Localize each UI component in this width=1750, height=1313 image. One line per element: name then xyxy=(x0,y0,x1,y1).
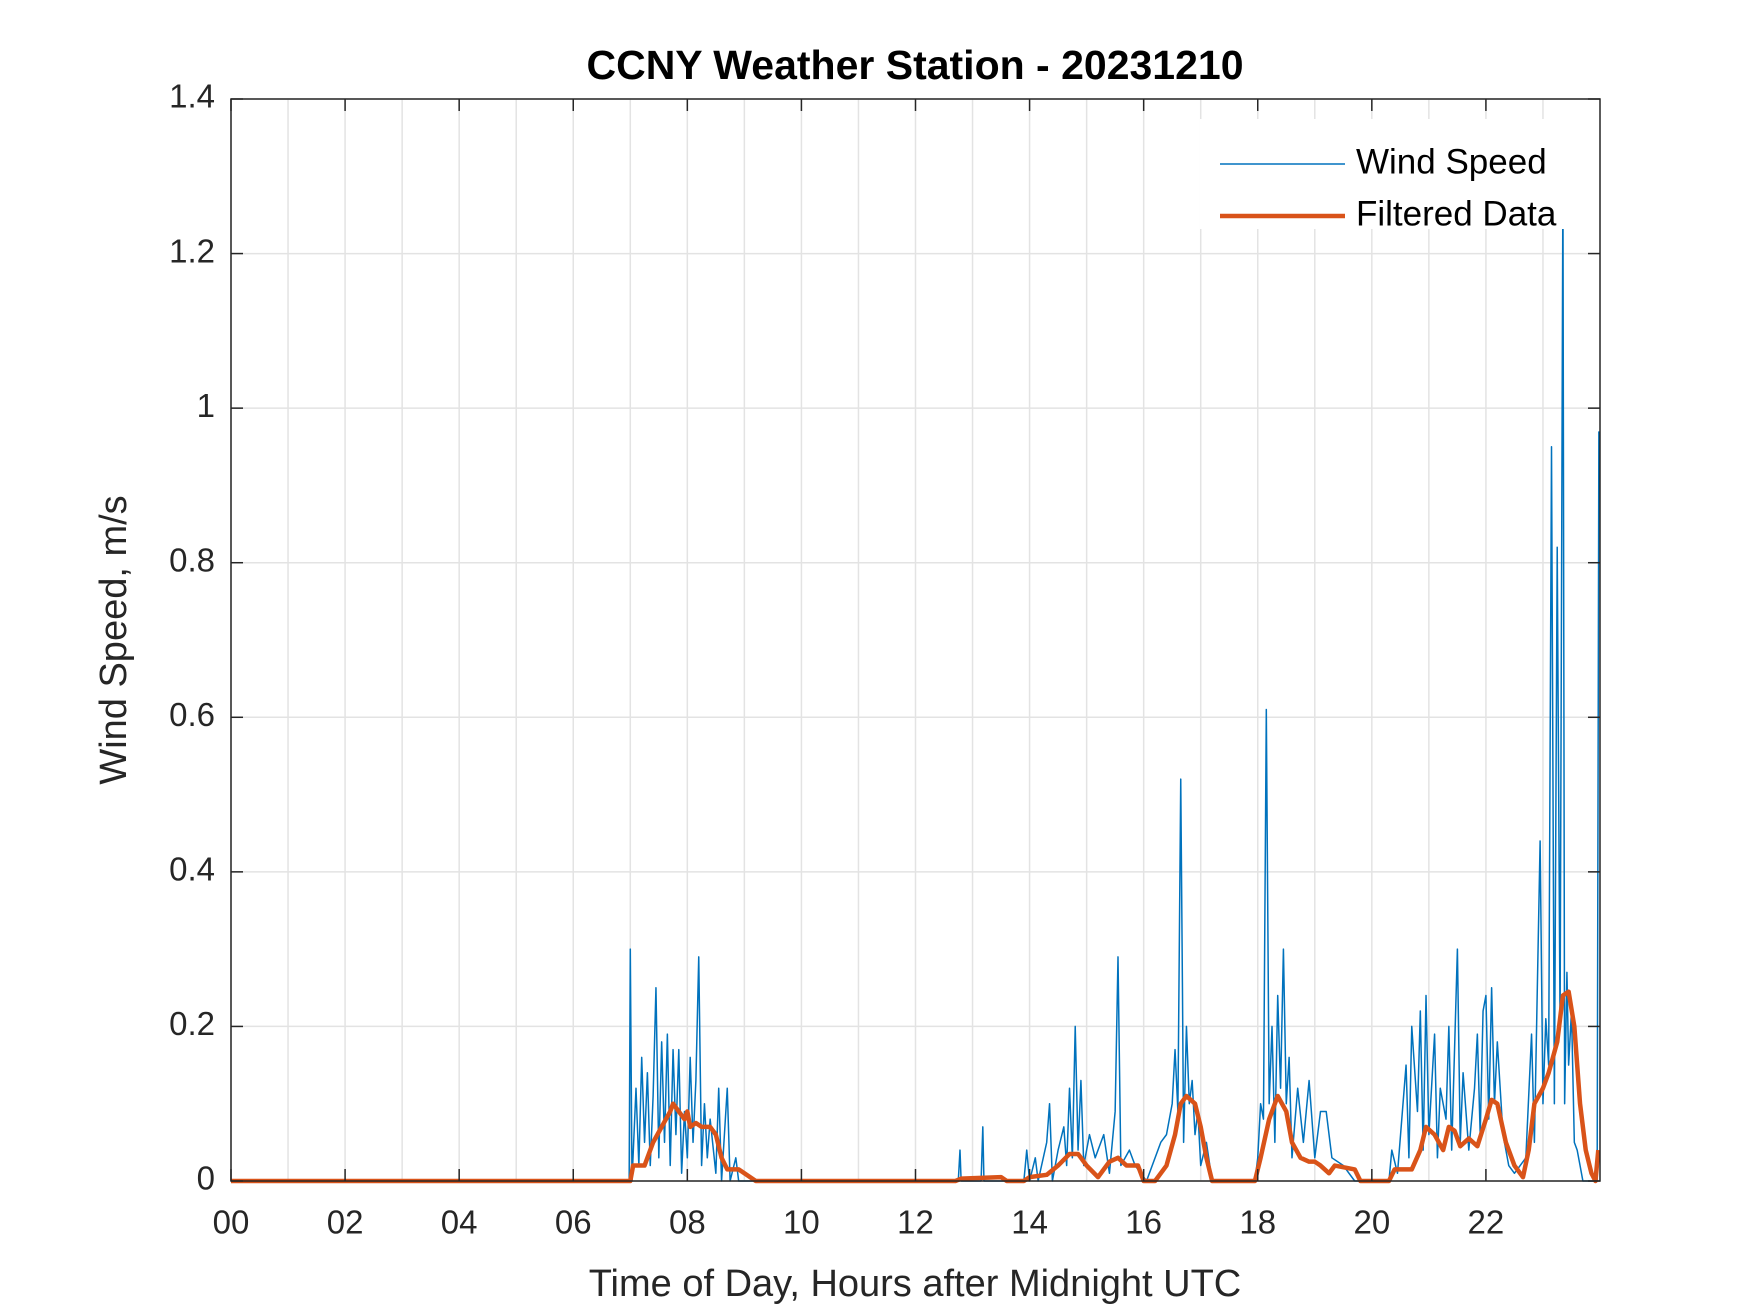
x-tick-label: 16 xyxy=(1125,1204,1162,1241)
x-tick-label: 06 xyxy=(555,1204,592,1241)
x-axis-label: Time of Day, Hours after Midnight UTC xyxy=(589,1263,1242,1305)
y-tick-label: 0.4 xyxy=(169,851,215,888)
y-tick-label: 1 xyxy=(197,387,215,424)
x-tick-label: 22 xyxy=(1468,1204,1505,1241)
data-line xyxy=(231,989,1601,1184)
y-tick-label: 0.6 xyxy=(169,696,215,733)
y-tick-label: 1.4 xyxy=(169,78,215,115)
x-tick-label: 02 xyxy=(327,1204,364,1241)
series xyxy=(231,175,1600,1182)
y-tick-label: 0.2 xyxy=(169,1005,215,1042)
x-tick-label: 00 xyxy=(213,1204,250,1241)
legend-label: Filtered Data xyxy=(1356,194,1557,233)
x-tick-label: 10 xyxy=(783,1204,820,1241)
x-tick-label: 20 xyxy=(1353,1204,1390,1241)
x-tick-label: 18 xyxy=(1239,1204,1276,1241)
y-axis-label: Wind Speed, m/s xyxy=(93,495,135,784)
y-tick-label: 1.2 xyxy=(169,232,215,269)
x-tick-label: 08 xyxy=(669,1204,706,1241)
chart-title: CCNY Weather Station - 20231210 xyxy=(586,42,1243,88)
legend: Wind Speed Filtered Data xyxy=(1200,119,1585,233)
x-tick-label: 04 xyxy=(441,1204,478,1241)
legend-box xyxy=(1200,119,1585,229)
x-tick-label: 14 xyxy=(1011,1204,1048,1241)
data-line xyxy=(231,175,1600,1182)
y-tick-label: 0 xyxy=(197,1160,215,1197)
x-tick-label: 12 xyxy=(897,1204,934,1241)
y-tick-label: 0.8 xyxy=(169,541,215,578)
legend-label: Wind Speed xyxy=(1356,142,1547,181)
series xyxy=(231,989,1601,1184)
